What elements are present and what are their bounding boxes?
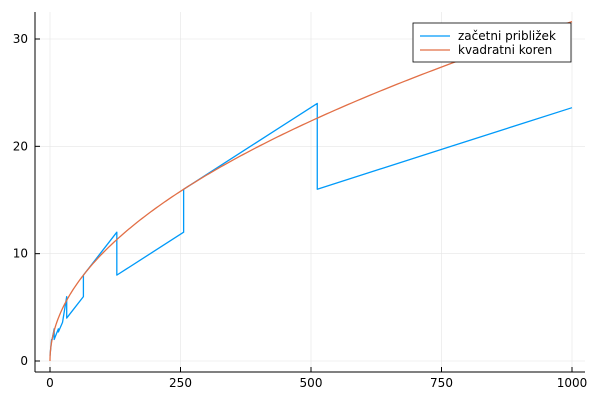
- series-layer: [49, 20, 573, 362]
- y-tick-label-0: 0: [20, 354, 28, 368]
- x-tick-label-1: 250: [169, 376, 192, 390]
- y-tick-label-1: 10: [13, 247, 28, 261]
- x-tick-label-0: 0: [46, 376, 54, 390]
- y-tick-label-2: 20: [13, 139, 28, 153]
- series-line-1: [49, 20, 573, 362]
- legend-label-1: kvadratni koren: [458, 43, 552, 57]
- legend-label-0: začetni približek: [458, 29, 556, 43]
- grid: [35, 12, 585, 372]
- legend-box: [412, 22, 572, 63]
- x-tick-label-4: 1000: [557, 376, 588, 390]
- x-tick-label-2: 500: [300, 376, 323, 390]
- axes: 0 250 500 750 1000 0 10 20 30: [13, 12, 588, 390]
- x-tick-label-3: 750: [430, 376, 453, 390]
- y-tick-label-3: 30: [13, 32, 28, 46]
